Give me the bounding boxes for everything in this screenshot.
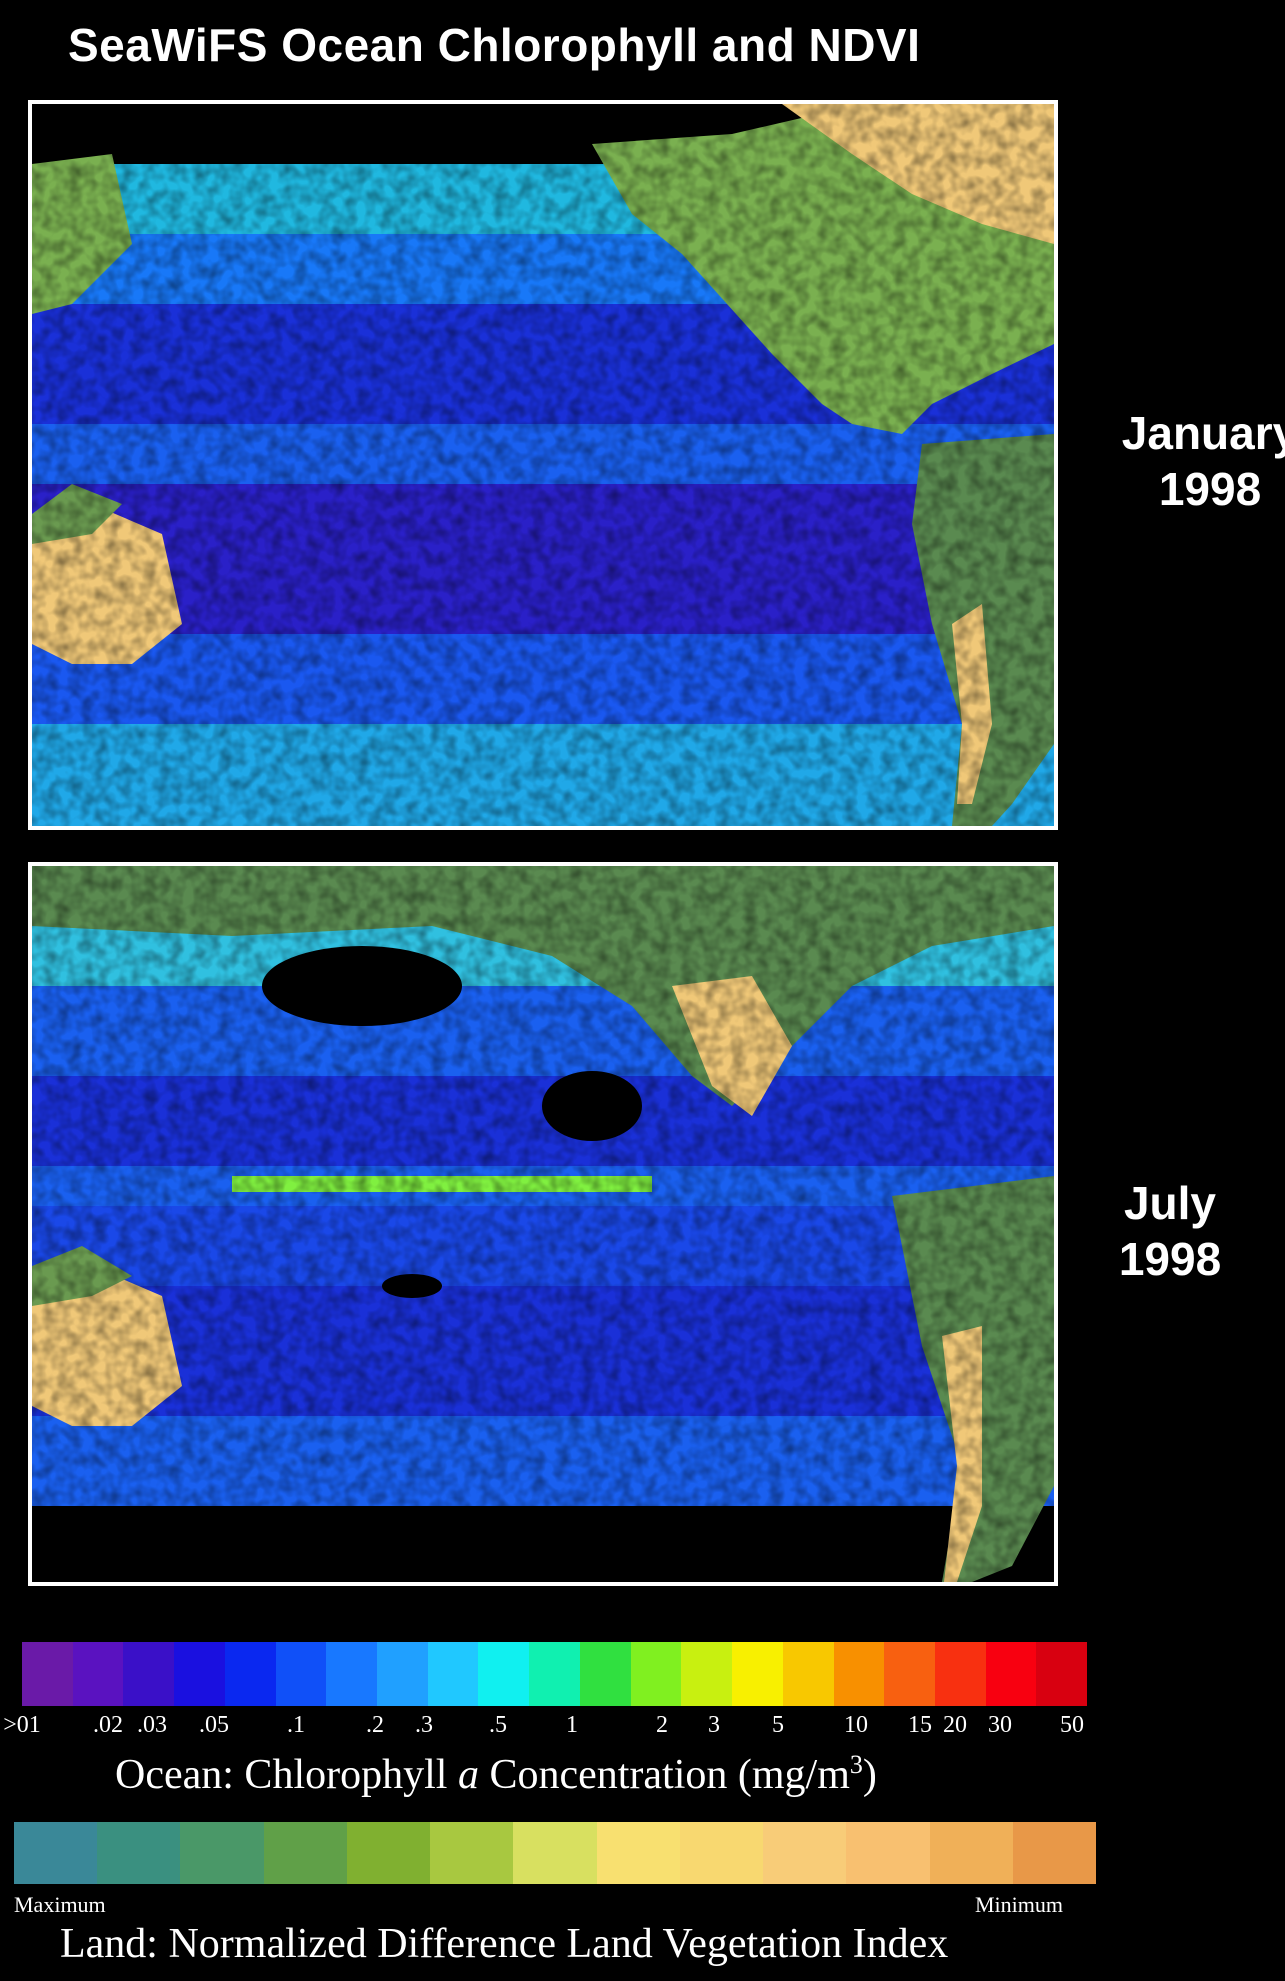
ocean-colorbar-swatch [681,1642,733,1706]
ocean-colorbar-swatch [275,1642,327,1706]
ocean-tick-label: 10 [844,1712,868,1738]
ocean-colorbar-swatch [833,1642,885,1706]
ocean-caption-italic: a [457,1752,479,1798]
ocean-colorbar [22,1642,1088,1706]
january-map [28,100,1058,830]
land-colorbar-swatch [430,1822,514,1884]
ocean-tick-label: .1 [287,1712,305,1738]
ocean-colorbar-swatch [529,1642,580,1706]
land-colorbar [14,1822,1097,1884]
ocean-caption-prefix: Ocean: Chlorophyll [115,1752,458,1798]
july-date-label: July 1998 [1085,1175,1255,1287]
ocean-colorbar-swatch [1036,1642,1088,1706]
ocean-tick-label: >01 [3,1712,41,1738]
ocean-caption-sup: 3 [849,1750,863,1779]
ocean-colorbar-swatch [934,1642,986,1706]
land-colorbar-swatch [180,1822,264,1884]
july-month: July [1123,1177,1217,1229]
january-month: January [1121,407,1285,459]
land-colorbar-swatch [97,1822,181,1884]
ocean-colorbar-swatch [377,1642,428,1706]
ocean-colorbar-swatch [782,1642,834,1706]
ocean-tick-label: .02 [93,1712,123,1738]
land-colorbar-swatch [846,1822,930,1884]
ocean-tick-label: 15 [908,1712,932,1738]
ocean-colorbar-swatch [326,1642,378,1706]
land-colorbar-swatch [1012,1822,1097,1884]
land-colorbar-swatch [263,1822,347,1884]
ocean-tick-label: 30 [988,1712,1012,1738]
ocean-tick-label: .5 [489,1712,507,1738]
ocean-colorbar-swatch [174,1642,225,1706]
ocean-colorbar-swatch [985,1642,1037,1706]
ocean-caption-end: ) [862,1752,877,1798]
land-colorbar-swatch [596,1822,680,1884]
land-colorbar-swatch [929,1822,1013,1884]
january-date-label: January 1998 [1100,405,1285,517]
ocean-colorbar-swatch [427,1642,479,1706]
ocean-caption-suffix: Concentration (mg/m [478,1752,850,1798]
land-colorbar-swatch [763,1822,847,1884]
land-colorbar-swatch [513,1822,597,1884]
ocean-colorbar-swatch [732,1642,783,1706]
ocean-tick-label: 3 [708,1712,720,1738]
july-year: 1998 [1118,1233,1222,1285]
ocean-tick-label: 1 [566,1712,578,1738]
ocean-legend-caption: Ocean: Chlorophyll a Concentration (mg/m… [115,1750,877,1799]
land-max-label: Maximum [14,1892,106,1917]
ocean-colorbar-swatch [22,1642,73,1706]
ocean-tick-label: 20 [943,1712,967,1738]
ocean-colorbar-swatch [884,1642,935,1706]
ocean-tick-label: .3 [415,1712,433,1738]
ocean-colorbar-swatch [630,1642,682,1706]
ocean-colorbar-swatch [579,1642,631,1706]
ocean-tick-label: .03 [137,1712,167,1738]
ocean-tick-label: 5 [772,1712,784,1738]
land-min-label: Minimum [975,1892,1064,1917]
ocean-colorbar-swatch [224,1642,276,1706]
january-year: 1998 [1158,463,1262,515]
ocean-tick-label: 2 [656,1712,668,1738]
ocean-tick-label: 50 [1060,1712,1084,1738]
january-map-image [32,104,1054,826]
july-map [28,862,1058,1586]
page-title: SeaWiFS Ocean Chlorophyll and NDVI [68,19,921,71]
land-legend-caption: Land: Normalized Difference Land Vegetat… [60,1921,949,1967]
land-colorbar-swatch [679,1822,764,1884]
ocean-colorbar-swatch [72,1642,124,1706]
land-colorbar-swatch [346,1822,431,1884]
ocean-tick-label: .05 [199,1712,229,1738]
land-colorbar-swatch [14,1822,98,1884]
july-map-image [32,866,1054,1582]
ocean-tick-label: .2 [366,1712,384,1738]
ocean-colorbar-swatch [123,1642,175,1706]
ocean-colorbar-swatch [478,1642,530,1706]
